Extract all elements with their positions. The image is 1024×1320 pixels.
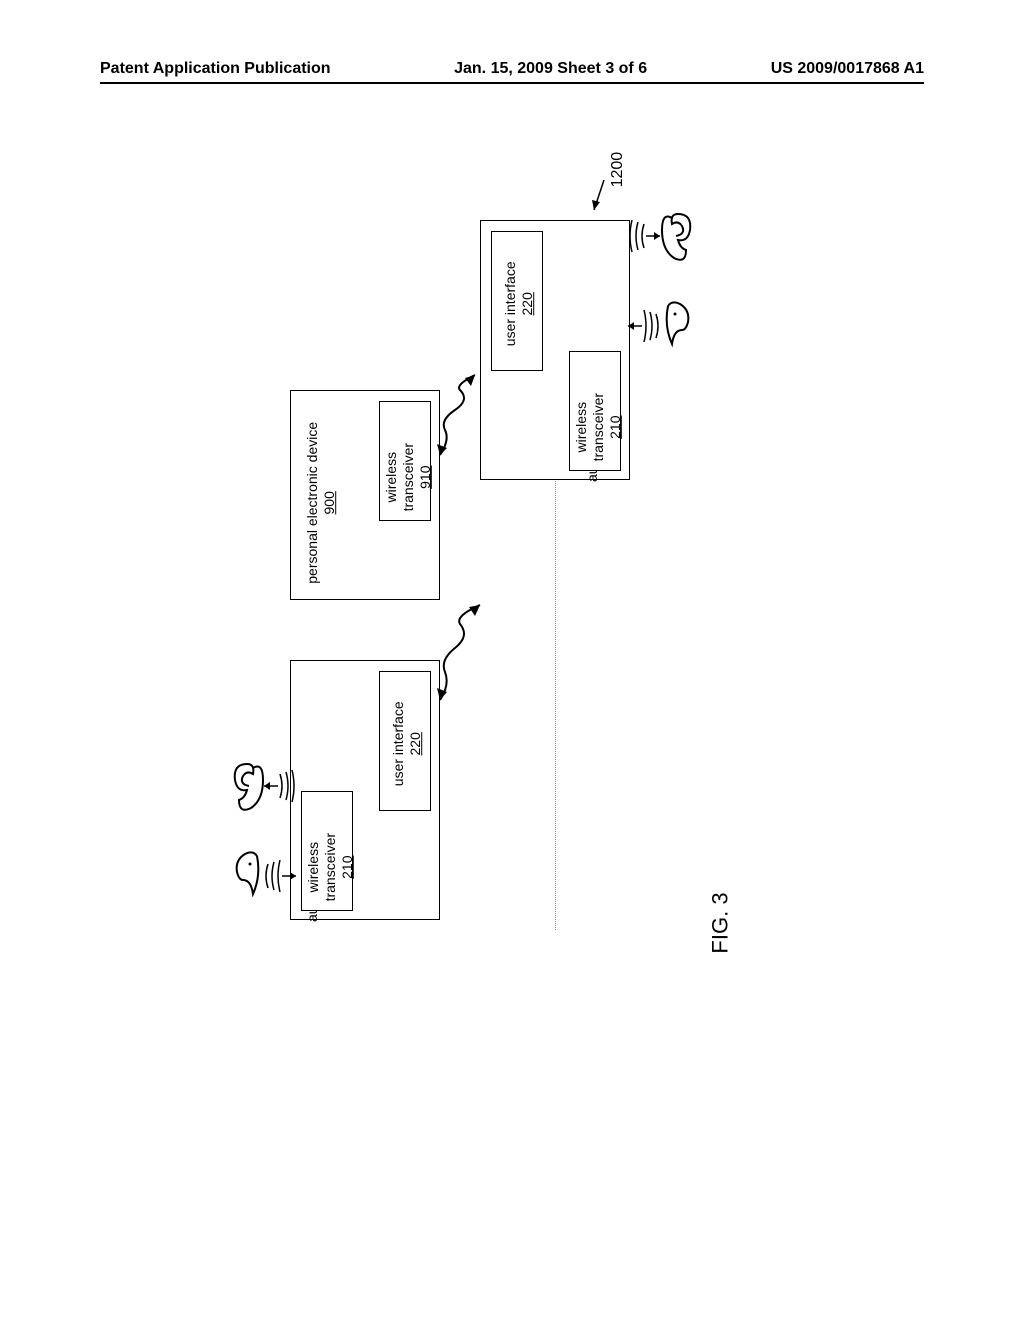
- sound-waves-in-icon: [258, 858, 296, 894]
- box-ui-220a: user interface 220: [491, 231, 543, 371]
- box-transceiver-210a: wirelesstransceiver 210: [569, 351, 621, 471]
- label-transceiver-210b: wirelesstransceiver 210: [305, 797, 355, 937]
- box-transceiver-910: wirelesstransceiver 910: [379, 401, 431, 521]
- diagram-area: 1200 personal electronic device 900 wire…: [100, 170, 924, 970]
- header-left: Patent Application Publication: [100, 60, 331, 78]
- header-right: US 2009/0017868 A1: [771, 60, 924, 78]
- page: Patent Application Publication Jan. 15, …: [0, 0, 1024, 1320]
- wireless-link-2-icon: [435, 600, 505, 710]
- box-ui-220b: user interface 220: [379, 671, 431, 811]
- figure-label: FIG. 3: [708, 892, 734, 953]
- label-device-900: personal electronic device 900: [304, 403, 338, 603]
- sound-waves-out-icon: [258, 768, 296, 804]
- patent-header: Patent Application Publication Jan. 15, …: [100, 60, 924, 84]
- sound-waves-in-icon: [628, 308, 666, 344]
- ear-icon: [660, 210, 705, 265]
- wireless-link-1-icon: [435, 370, 505, 470]
- label-ui-220a: user interface 220: [502, 239, 536, 369]
- mouth-icon: [660, 300, 705, 350]
- ref-arrow-icon: [590, 180, 610, 220]
- sound-waves-out-icon: [628, 218, 666, 254]
- header-center: Jan. 15, 2009 Sheet 3 of 6: [454, 60, 647, 78]
- box-device-200b: audio sharing device 200b user interface…: [290, 660, 440, 920]
- box-transceiver-210b: wirelesstransceiver 210: [301, 791, 353, 911]
- label-transceiver-210a: wirelesstransceiver 210: [573, 357, 623, 497]
- ref-1200: 1200: [608, 152, 627, 188]
- box-device-900: personal electronic device 900 wirelesst…: [290, 390, 440, 600]
- label-ui-220b: user interface 220: [390, 679, 424, 809]
- label-transceiver-910: wirelesstransceiver 910: [383, 407, 433, 547]
